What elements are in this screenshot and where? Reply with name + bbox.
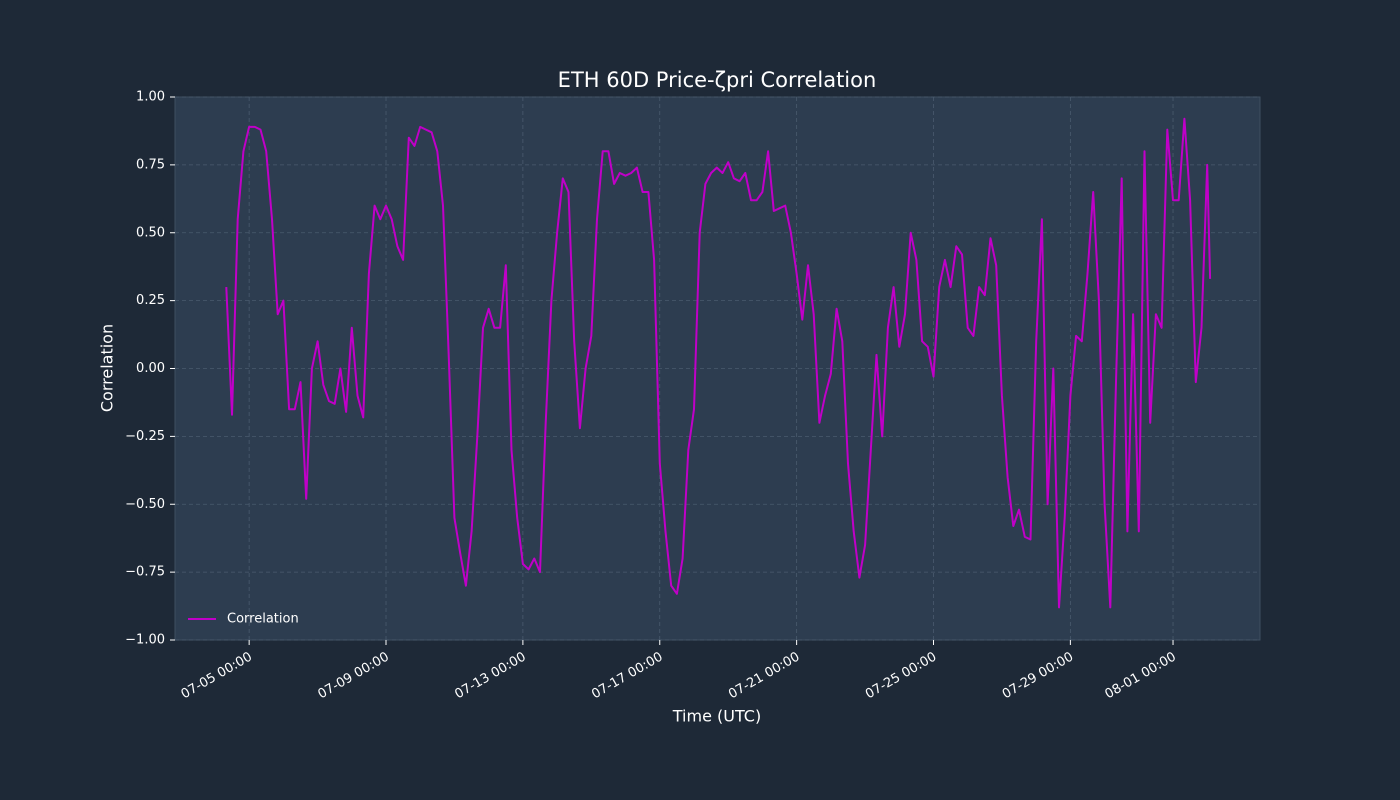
y-tick-label: 0.75 (136, 157, 165, 172)
y-tick-label: 1.00 (136, 90, 165, 105)
legend-label: Correlation (227, 612, 299, 627)
y-tick-label: −0.50 (125, 497, 165, 512)
y-tick-label: −1.00 (125, 633, 165, 648)
y-tick-label: 0.00 (136, 361, 165, 376)
y-tick-label: 0.50 (136, 225, 165, 240)
y-tick-label: −0.25 (125, 429, 165, 444)
y-tick-label: 0.25 (136, 293, 165, 308)
chart-title: ETH 60D Price-ζpri Correlation (558, 68, 877, 92)
y-tick-label: −0.75 (125, 565, 165, 580)
y-axis-label: Correlation (98, 324, 117, 412)
x-axis-label: Time (UTC) (672, 707, 761, 726)
series-line (225, 117, 1212, 609)
